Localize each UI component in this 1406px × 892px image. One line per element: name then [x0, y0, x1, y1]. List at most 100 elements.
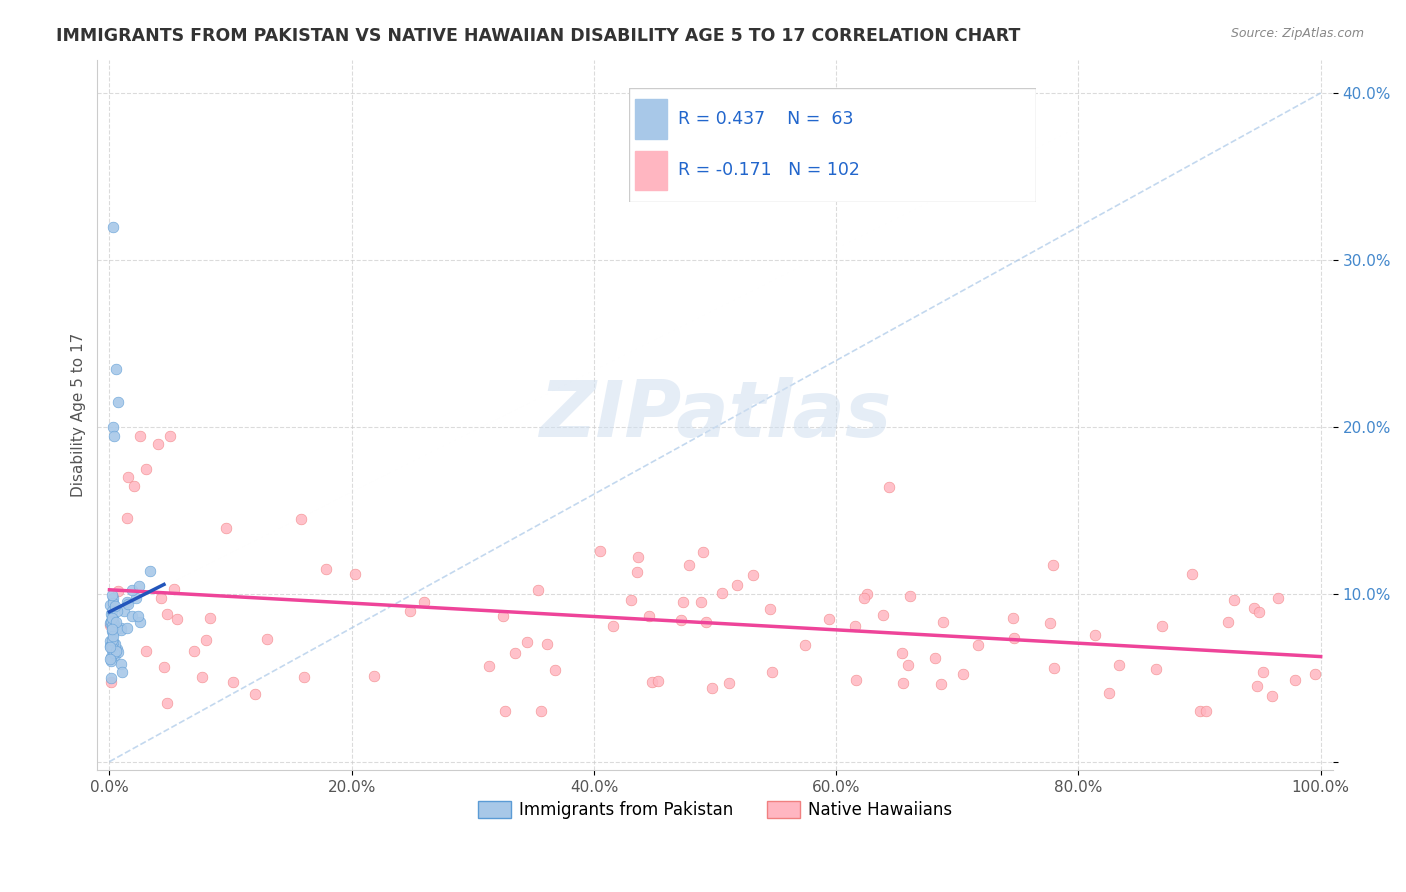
Point	[678, 558, 700, 573]
Point	[413, 595, 436, 609]
Point	[100, 614, 122, 628]
Point	[100, 671, 122, 685]
Point	[1246, 679, 1268, 693]
Point	[1152, 619, 1174, 633]
Point	[526, 582, 548, 597]
Point	[758, 602, 780, 616]
Point	[1253, 665, 1275, 679]
Point	[893, 676, 915, 690]
Point	[516, 635, 538, 649]
Point	[101, 615, 124, 630]
Point	[104, 644, 127, 658]
Point	[717, 676, 740, 690]
Point	[100, 652, 122, 666]
Point	[101, 632, 124, 647]
Point	[100, 653, 122, 667]
Point	[166, 612, 188, 626]
Point	[103, 640, 125, 654]
Point	[1002, 631, 1025, 645]
Point	[711, 586, 734, 600]
Point	[1144, 662, 1167, 676]
Point	[107, 584, 129, 599]
Point	[98, 617, 121, 632]
Point	[1042, 558, 1064, 572]
Point	[135, 462, 157, 476]
Point	[690, 595, 713, 609]
Point	[844, 618, 866, 632]
Point	[672, 595, 695, 609]
Point	[641, 674, 664, 689]
Point	[163, 582, 186, 596]
Point	[872, 607, 894, 622]
Point	[98, 640, 121, 654]
Point	[967, 638, 990, 652]
Point	[222, 674, 245, 689]
Point	[200, 611, 222, 625]
Point	[103, 612, 125, 626]
Point	[1284, 673, 1306, 688]
Point	[853, 591, 876, 605]
Point	[101, 621, 124, 635]
Point	[692, 545, 714, 559]
Point	[101, 219, 124, 234]
Point	[100, 675, 122, 690]
Point	[105, 603, 128, 617]
Point	[1039, 615, 1062, 630]
Point	[150, 591, 173, 605]
Point	[98, 639, 121, 653]
Point	[620, 592, 643, 607]
Point	[929, 677, 952, 691]
Point	[214, 521, 236, 535]
Point	[1243, 600, 1265, 615]
Point	[626, 565, 648, 579]
Point	[104, 648, 127, 662]
Point	[1267, 591, 1289, 605]
Point	[117, 597, 139, 611]
Point	[627, 550, 650, 565]
Point	[194, 632, 217, 647]
Point	[127, 609, 149, 624]
Point	[1188, 705, 1211, 719]
Point	[107, 645, 129, 659]
Point	[101, 643, 124, 657]
Point	[117, 595, 139, 609]
Point	[817, 612, 839, 626]
Text: IMMIGRANTS FROM PAKISTAN VS NATIVE HAWAIIAN DISABILITY AGE 5 TO 17 CORRELATION C: IMMIGRANTS FROM PAKISTAN VS NATIVE HAWAI…	[56, 27, 1021, 45]
Point	[877, 480, 900, 494]
Point	[638, 608, 661, 623]
Point	[139, 564, 162, 578]
Point	[290, 512, 312, 526]
Point	[103, 646, 125, 660]
Point	[794, 639, 817, 653]
Point	[1303, 667, 1326, 681]
Point	[105, 641, 128, 656]
Point	[135, 644, 157, 658]
Point	[100, 639, 122, 653]
Point	[952, 666, 974, 681]
Point	[146, 437, 169, 451]
Point	[101, 591, 124, 606]
Point	[100, 607, 122, 621]
Point	[98, 634, 121, 648]
Point	[898, 589, 921, 603]
Point	[856, 587, 879, 601]
Legend: Immigrants from Pakistan, Native Hawaiians: Immigrants from Pakistan, Native Hawaiia…	[471, 794, 959, 826]
Point	[1098, 686, 1121, 700]
Point	[156, 607, 179, 622]
Point	[128, 615, 150, 630]
Point	[100, 618, 122, 632]
Point	[478, 658, 501, 673]
Text: Source: ZipAtlas.com: Source: ZipAtlas.com	[1230, 27, 1364, 40]
Point	[191, 670, 214, 684]
Point	[103, 428, 125, 442]
Point	[110, 657, 132, 671]
Point	[924, 650, 946, 665]
Point	[315, 562, 337, 576]
Point	[128, 428, 150, 442]
Point	[100, 640, 122, 654]
Point	[343, 566, 366, 581]
Point	[101, 613, 124, 627]
Point	[741, 567, 763, 582]
Text: ZIPatlas: ZIPatlas	[538, 376, 891, 453]
Point	[121, 583, 143, 598]
